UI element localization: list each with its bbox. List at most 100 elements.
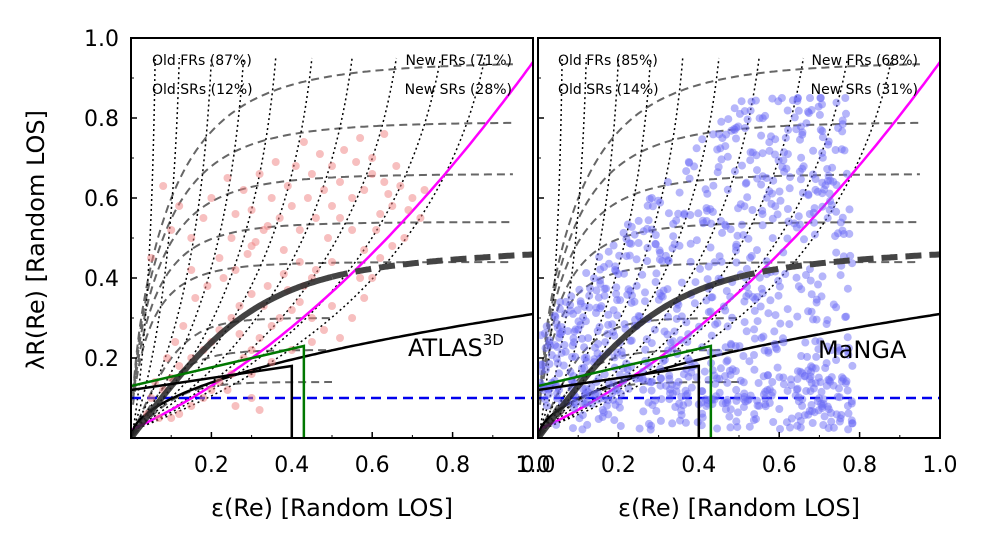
data-point — [283, 182, 292, 190]
data-point — [848, 361, 857, 370]
data-point — [774, 291, 783, 300]
data-point — [570, 327, 579, 336]
data-point — [692, 144, 701, 153]
data-point — [647, 421, 656, 430]
data-point — [311, 214, 320, 222]
panel-manga: 0.0 0.2 0.4 0.6 0.8 1.0 Old FRs (85%) Old SRs… — [521, 37, 958, 478]
data-point — [810, 230, 819, 239]
data-point — [644, 398, 653, 407]
data-point — [761, 394, 770, 403]
data-point — [702, 217, 711, 225]
data-point — [779, 248, 788, 257]
data-point — [589, 274, 598, 283]
data-point — [320, 186, 328, 194]
data-point — [669, 232, 678, 241]
data-point — [800, 372, 809, 381]
data-point — [796, 122, 805, 131]
data-point — [779, 156, 788, 165]
data-point — [561, 309, 570, 318]
data-point — [768, 388, 777, 397]
data-point — [783, 234, 792, 243]
data-point — [652, 269, 661, 278]
data-point — [603, 329, 612, 338]
data-point — [749, 416, 758, 425]
data-point — [722, 130, 731, 139]
data-point — [685, 357, 694, 366]
data-point — [303, 194, 312, 202]
data-point — [420, 186, 429, 194]
data-point — [798, 395, 807, 404]
data-point — [721, 220, 730, 229]
gray-dashed-curve — [132, 63, 513, 392]
data-point — [775, 373, 784, 382]
data-point — [404, 206, 413, 214]
data-point — [759, 332, 768, 341]
data-point — [372, 226, 381, 234]
data-point — [604, 247, 613, 256]
data-point — [635, 312, 644, 321]
data-point — [223, 174, 232, 182]
data-point — [596, 304, 605, 313]
thick-curve-dashed — [331, 251, 533, 280]
data-point — [175, 202, 184, 210]
data-point — [187, 402, 196, 410]
data-point — [829, 423, 838, 432]
data-point — [215, 254, 224, 262]
data-point — [820, 185, 829, 194]
data-point — [348, 314, 357, 322]
data-point — [806, 276, 815, 285]
data-point — [746, 391, 755, 400]
data-point — [836, 271, 845, 280]
data-point — [567, 292, 576, 301]
data-point — [675, 188, 684, 197]
data-point — [223, 386, 232, 394]
dotted-line — [132, 57, 486, 431]
data-point — [622, 234, 631, 243]
y-tick-label: 0.2 — [84, 347, 119, 372]
data-point — [799, 162, 808, 171]
data-point — [774, 97, 783, 106]
data-point — [818, 272, 827, 281]
data-point — [580, 354, 589, 362]
data-point — [801, 338, 810, 347]
data-point — [641, 288, 649, 297]
data-point — [755, 273, 764, 282]
data-point — [775, 405, 784, 413]
data-point — [842, 312, 851, 321]
data-point — [609, 241, 618, 250]
data-point — [630, 297, 639, 306]
data-point — [841, 94, 850, 102]
data-point — [701, 185, 710, 194]
data-point — [596, 279, 605, 288]
data-point — [694, 209, 703, 218]
data-point — [762, 193, 771, 202]
data-point — [732, 240, 741, 249]
data-point — [628, 291, 636, 300]
data-point — [679, 370, 688, 379]
data-point — [604, 310, 613, 319]
data-point — [171, 338, 180, 346]
data-point — [822, 320, 831, 328]
data-point — [328, 302, 336, 310]
data-point — [757, 180, 766, 189]
data-point — [656, 248, 665, 257]
data-point — [725, 412, 734, 421]
data-point — [826, 197, 835, 205]
data-point — [684, 330, 693, 339]
data-point — [811, 379, 820, 388]
data-point — [690, 162, 699, 171]
data-point — [396, 182, 405, 190]
data-point — [307, 314, 316, 322]
data-point — [563, 327, 572, 336]
data-point — [580, 364, 589, 373]
data-point — [295, 258, 304, 266]
data-point — [594, 339, 603, 348]
data-point — [740, 389, 749, 398]
data-point — [783, 106, 792, 115]
data-point — [620, 269, 628, 278]
data-point — [207, 194, 216, 202]
data-point — [732, 385, 741, 394]
data-point — [686, 211, 695, 219]
data-point — [336, 214, 344, 222]
data-point — [837, 145, 846, 154]
